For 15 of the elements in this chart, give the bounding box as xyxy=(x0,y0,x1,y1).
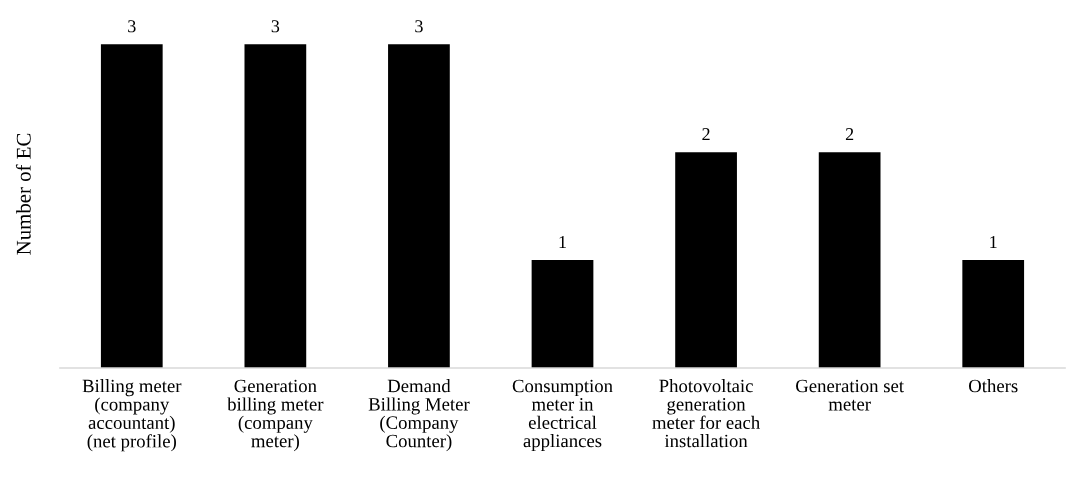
x-tick-label: Others xyxy=(968,379,1018,393)
data-label: 3 xyxy=(415,20,423,33)
data-label: 2 xyxy=(702,128,710,141)
x-tick-label: Generation billing meter (company meter) xyxy=(227,379,324,452)
y-axis-title: Number of EC xyxy=(15,133,31,255)
x-tick-label: Billing meter (company accountant) (net profile) xyxy=(82,379,182,452)
data-label: 1 xyxy=(559,235,566,248)
data-label: 1 xyxy=(990,235,997,248)
data-label: 3 xyxy=(128,20,136,33)
x-tick-label: Generation set meter xyxy=(796,379,904,411)
x-tick-label: Demand Billing Meter (Company Counter) xyxy=(368,379,470,452)
data-label: 2 xyxy=(845,128,854,141)
x-tick-label: Photovoltaic generation meter for each installation xyxy=(652,379,760,448)
x-tick-label: Consumption meter in electrical appliances xyxy=(512,379,613,452)
data-label: 3 xyxy=(271,20,280,33)
